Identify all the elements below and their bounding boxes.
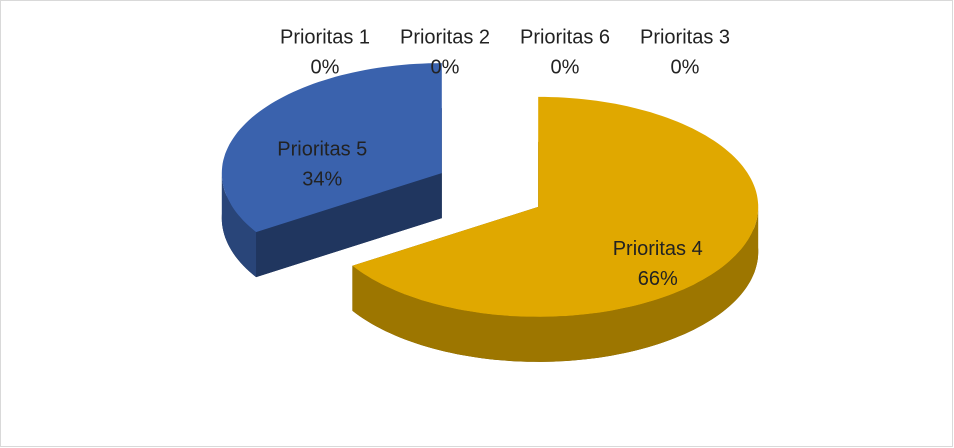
slice-side [352, 206, 759, 362]
data-label-value: 0% [551, 56, 580, 78]
data-label-name: Prioritas 5 [277, 139, 367, 161]
data-label-value: 0% [431, 56, 460, 78]
slice [352, 96, 759, 317]
data-label-value: 0% [671, 56, 700, 78]
data-label-value: 34% [302, 169, 342, 191]
data-label-name: Prioritas 6 [520, 26, 610, 48]
data-label-name: Prioritas 4 [613, 238, 703, 260]
data-label-value: 0% [311, 56, 340, 78]
data-label-name: Prioritas 3 [640, 26, 730, 48]
data-label-name: Prioritas 1 [280, 26, 370, 48]
slice-side [221, 173, 257, 278]
slice [221, 63, 442, 233]
slice-cut-face [256, 173, 442, 278]
data-label-name: Prioritas 2 [400, 26, 490, 48]
data-label-value: 66% [638, 268, 678, 290]
